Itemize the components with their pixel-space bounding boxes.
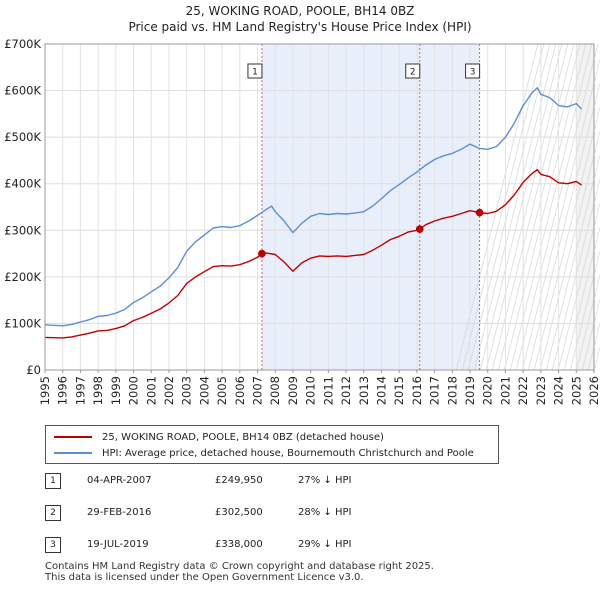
hatch-line	[551, 177, 600, 371]
hatch-line	[509, 43, 593, 371]
sale-point	[415, 225, 424, 233]
x-tick-label: 2006	[233, 376, 247, 405]
sale-point	[258, 249, 266, 258]
x-tick-label: 2002	[162, 376, 176, 405]
sale-number-badge: 1	[45, 473, 61, 489]
legend-swatch-property	[54, 436, 92, 438]
legend: 25, WOKING ROAD, POOLE, BH14 0BZ (detach…	[45, 425, 499, 464]
hatch-line	[569, 249, 600, 371]
y-tick-label: £500K	[4, 130, 41, 144]
x-tick-label: 2021	[498, 376, 512, 405]
x-tick-label: 1998	[91, 376, 105, 405]
x-tick-label: 2005	[215, 376, 229, 405]
plot-frame	[44, 43, 595, 371]
y-tick-label: £700K	[4, 37, 41, 51]
hatch-line	[575, 273, 600, 371]
y-tick-label: £0	[26, 363, 41, 377]
x-tick-label: 2004	[197, 376, 211, 405]
y-tick-label: £400K	[4, 177, 41, 191]
legend-label-property: 25, WOKING ROAD, POOLE, BH14 0BZ (detach…	[102, 431, 384, 443]
sale-label-box	[465, 63, 481, 79]
price-chart: 1 2 3 £0 £100K £200K £300K £400K £500K £600K £700…	[4, 37, 600, 405]
sale-label-text: 1	[252, 68, 258, 78]
x-tick-label: 2019	[463, 376, 477, 405]
sale-number-badge: 2	[45, 505, 61, 521]
x-tick-label: 2014	[374, 376, 388, 405]
x-tick-label: 2000	[127, 376, 141, 405]
x-tick-label: 1997	[73, 376, 87, 405]
x-tick-label: 1995	[38, 376, 52, 405]
x-tick-label: 2003	[180, 376, 194, 405]
sale-hpi-delta: 27% ↓ HPI	[298, 475, 352, 486]
series-line-hpi	[44, 87, 583, 327]
x-tick-label: 2015	[392, 376, 406, 405]
y-tick-label: £300K	[4, 223, 41, 237]
footer-credit: Contains HM Land Registry data © Crown c…	[45, 561, 434, 583]
sale-row: 1 04-APR-2007 £249,950 27% ↓ HPI	[45, 473, 565, 491]
hatch-line	[521, 57, 600, 371]
sale-date: 29-FEB-2016	[87, 507, 152, 518]
sale-date: 19-JUL-2019	[87, 539, 149, 550]
sale-price: £249,950	[215, 475, 263, 486]
hatch-line	[581, 297, 600, 371]
x-tick-label: 2017	[428, 376, 442, 405]
x-tick-label: 2025	[569, 376, 583, 405]
legend-item-hpi: HPI: Average price, detached house, Bour…	[54, 446, 474, 460]
sale-number-badge: 3	[45, 537, 61, 553]
hatch-line	[527, 81, 600, 371]
hatch-line	[515, 43, 599, 371]
hatch-line	[563, 225, 600, 371]
hatch-line	[557, 201, 600, 371]
y-tick-label: £100K	[4, 316, 41, 330]
x-tick-label: 2008	[268, 376, 282, 405]
legend-swatch-hpi	[54, 452, 92, 454]
x-tick-label: 2012	[339, 376, 353, 405]
sale-label-box	[405, 63, 421, 79]
x-tick-label: 2016	[410, 376, 424, 405]
legend-item-property: 25, WOKING ROAD, POOLE, BH14 0BZ (detach…	[54, 430, 384, 444]
chart-title: 25, WOKING ROAD, POOLE, BH14 0BZ	[185, 4, 415, 18]
sale-label-box	[247, 63, 263, 79]
hatch-line	[497, 43, 581, 371]
sale-date: 04-APR-2007	[87, 475, 152, 486]
x-tick-label: 2001	[144, 376, 158, 405]
sale-row: 2 29-FEB-2016 £302,500 28% ↓ HPI	[45, 505, 565, 523]
x-tick-label: 2013	[357, 376, 371, 405]
x-tick-label: 2020	[481, 376, 495, 405]
sale-label-text: 3	[470, 68, 476, 78]
x-tick-label: 2010	[304, 376, 318, 405]
x-tick-label: 2007	[251, 376, 265, 405]
sale-label-text: 2	[410, 68, 416, 78]
x-tick-label: 2026	[587, 376, 600, 405]
x-tick-label: 2018	[445, 376, 459, 405]
sale-hpi-delta: 29% ↓ HPI	[298, 539, 352, 550]
legend-label-hpi: HPI: Average price, detached house, Bour…	[102, 447, 474, 459]
hatch-line	[467, 43, 551, 371]
footer-line: Contains HM Land Registry data © Crown c…	[45, 561, 434, 572]
hatch-line	[539, 129, 600, 371]
y-tick-label: £600K	[4, 84, 41, 98]
x-tick-label: 2022	[516, 376, 530, 405]
y-tick-label: £200K	[4, 270, 41, 284]
sale-point	[475, 208, 484, 217]
sale-row: 3 19-JUL-2019 £338,000 29% ↓ HPI	[45, 537, 565, 555]
x-tick-label: 1996	[56, 376, 70, 405]
chart-subtitle: Price paid vs. HM Land Registry's House …	[128, 20, 472, 34]
hatch-line	[533, 105, 600, 371]
hatch-line	[479, 43, 563, 371]
hatch-line	[485, 43, 569, 371]
sale-price: £302,500	[215, 507, 263, 518]
x-tick-label: 2024	[552, 376, 566, 405]
sale-hpi-delta: 28% ↓ HPI	[298, 507, 352, 518]
sale-price: £338,000	[215, 539, 263, 550]
x-tick-label: 2023	[534, 376, 548, 405]
x-tick-label: 2011	[321, 376, 335, 405]
footer-line: This data is licensed under the Open Gov…	[45, 572, 364, 583]
hatch-line	[503, 43, 587, 371]
series-line-property	[44, 169, 583, 339]
hatch-line	[545, 153, 600, 371]
x-tick-label: 2009	[286, 376, 300, 405]
x-tick-label: 1999	[109, 376, 123, 405]
